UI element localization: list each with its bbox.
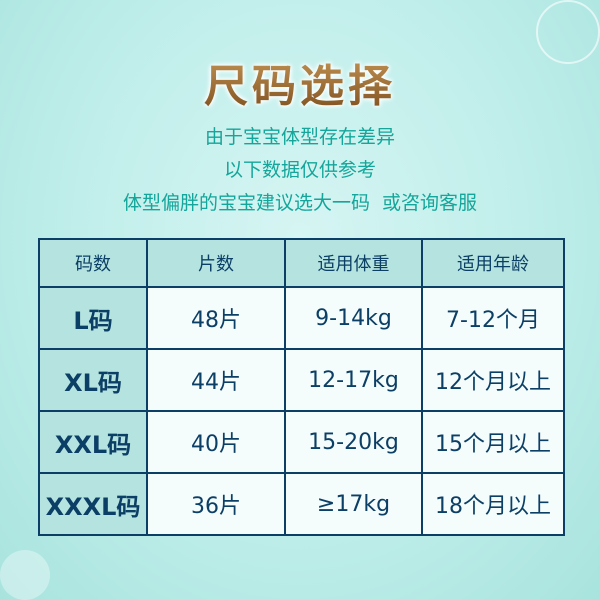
weight-cell: 9-14kg <box>284 286 423 350</box>
bubble-decoration <box>536 0 600 64</box>
age-cell: 7-12个月 <box>421 286 565 350</box>
header-cell: 片数 <box>146 238 286 288</box>
size-cell: L码 <box>38 286 148 350</box>
size-cell: XXXL码 <box>38 472 148 536</box>
count-cell: 36片 <box>146 472 286 536</box>
size-cell: XXL码 <box>38 410 148 474</box>
table-row: XL码 44片 12-17kg 12个月以上 <box>38 348 565 412</box>
age-cell: 15个月以上 <box>421 410 565 474</box>
weight-cell: 15-20kg <box>284 410 423 474</box>
note-line: 体型偏胖的宝宝建议选大一码 或咨询客服 <box>122 192 478 214</box>
count-cell: 48片 <box>146 286 286 350</box>
age-cell: 18个月以上 <box>421 472 565 536</box>
table-header-row: 码数 片数 适用体重 适用年龄 <box>38 238 565 288</box>
table-row: L码 48片 9-14kg 7-12个月 <box>38 286 565 350</box>
size-cell: XL码 <box>38 348 148 412</box>
note-line: 以下数据仅供参考 <box>223 159 376 181</box>
header-cell: 码数 <box>38 238 148 288</box>
size-table: 码数 片数 适用体重 适用年龄 L码 48片 9-14kg 7-12个月 XL码… <box>38 238 565 536</box>
count-cell: 44片 <box>146 348 286 412</box>
table-row: XXXL码 36片 ≥17kg 18个月以上 <box>38 472 565 536</box>
table-row: XXL码 40片 15-20kg 15个月以上 <box>38 410 565 474</box>
count-cell: 40片 <box>146 410 286 474</box>
bubble-decoration <box>0 550 50 600</box>
weight-cell: ≥17kg <box>284 472 423 536</box>
header-cell: 适用年龄 <box>421 238 565 288</box>
weight-cell: 12-17kg <box>284 348 423 412</box>
note-line: 由于宝宝体型存在差异 <box>204 126 395 148</box>
page-title: 尺码选择 <box>0 50 600 114</box>
age-cell: 12个月以上 <box>421 348 565 412</box>
header-cell: 适用体重 <box>284 238 423 288</box>
